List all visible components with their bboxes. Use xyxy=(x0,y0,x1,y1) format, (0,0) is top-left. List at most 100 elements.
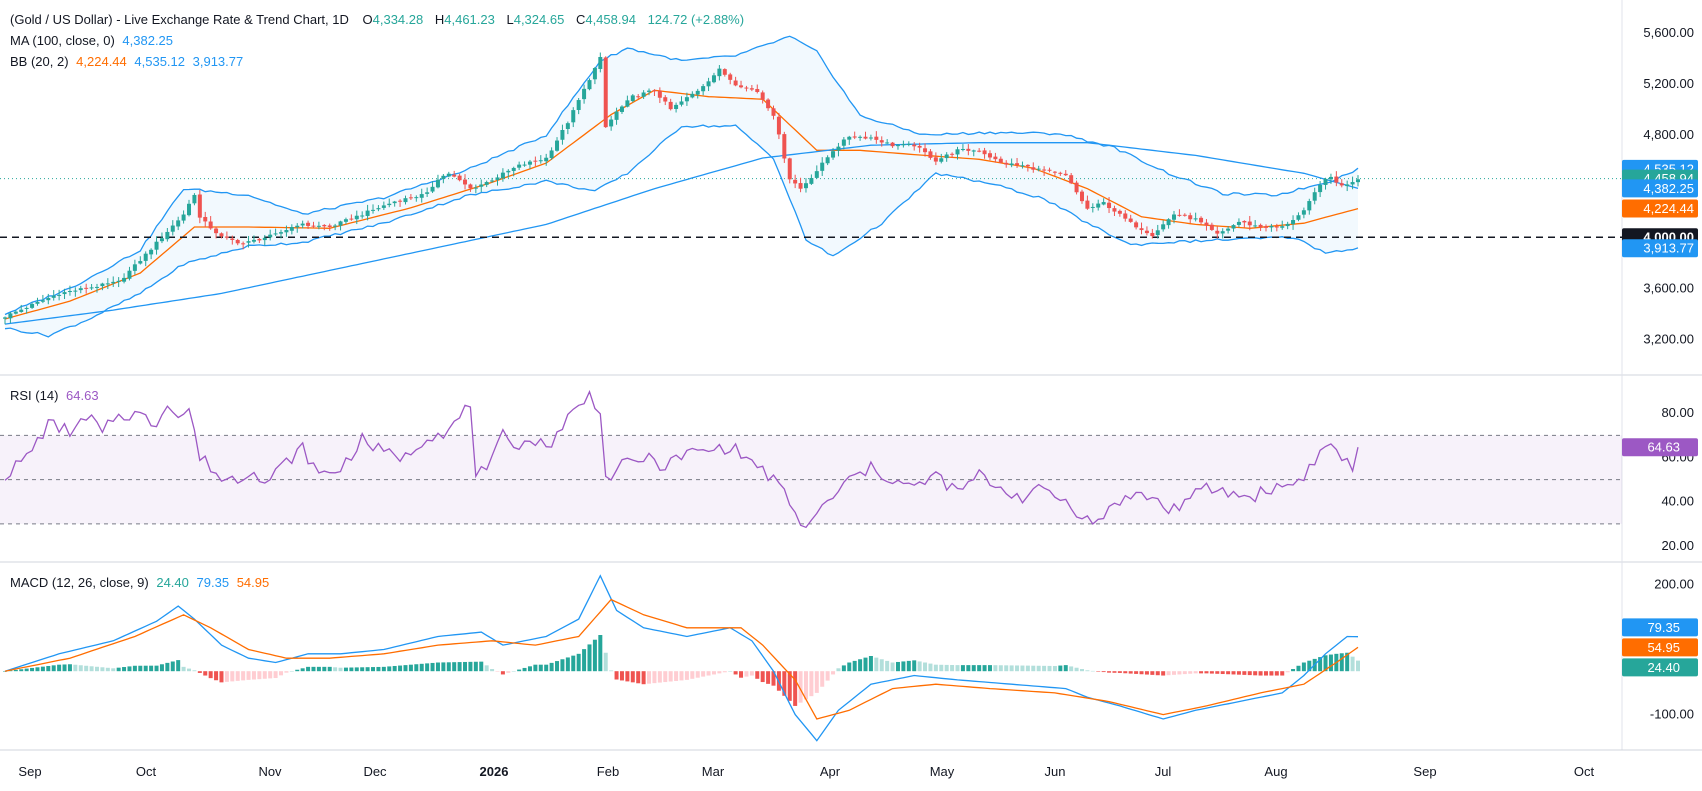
macd-histogram-bar xyxy=(571,655,576,672)
candle-body xyxy=(1209,224,1214,230)
macd-histogram-bar xyxy=(122,667,127,672)
macd-histogram-bar xyxy=(793,671,798,706)
macd-histogram-bar xyxy=(187,668,192,672)
candle-body xyxy=(192,194,197,204)
candle-body xyxy=(1036,168,1041,170)
time-tick-label: May xyxy=(930,764,955,779)
macd-histogram-bar xyxy=(1231,671,1236,675)
legend-ma-label: MA (100, close, 0) xyxy=(10,33,115,48)
macd-histogram-bar xyxy=(1204,671,1209,674)
macd-histogram-bar xyxy=(787,671,792,701)
candle-body xyxy=(262,237,267,241)
candle-body xyxy=(527,161,532,165)
candle-body xyxy=(674,104,679,110)
macd-histogram-bar xyxy=(89,666,94,672)
candle-body xyxy=(333,225,338,227)
macd-histogram-bar xyxy=(971,665,976,672)
ma100-line xyxy=(4,142,1359,325)
macd-histogram-bar xyxy=(684,671,689,680)
macd-histogram-bar xyxy=(1280,671,1285,676)
candle-body xyxy=(1085,200,1090,209)
macd-histogram-bar xyxy=(8,670,13,672)
macd-histogram-bar xyxy=(609,670,614,672)
candle-body xyxy=(354,215,359,220)
candle-body xyxy=(273,233,278,235)
candle-body xyxy=(555,140,560,151)
candle-body xyxy=(657,90,662,98)
macd-histogram-bar xyxy=(73,664,78,672)
candle-body xyxy=(890,142,895,147)
macd-histogram-bar xyxy=(327,666,332,672)
candle-body xyxy=(208,221,213,229)
macd-histogram-bar xyxy=(1323,655,1328,672)
price-badge: 4,382.25 xyxy=(1622,179,1698,198)
candle-body xyxy=(868,137,873,139)
macd-histogram-bar xyxy=(435,662,440,672)
candle-body xyxy=(1069,175,1074,184)
macd-histogram-bar xyxy=(728,671,733,672)
macd-badge-label: 79.35 xyxy=(1647,620,1680,635)
macd-histogram-bar xyxy=(711,671,716,675)
candle-body xyxy=(1015,163,1020,165)
macd-histogram-bar xyxy=(500,671,505,675)
macd-histogram-bar xyxy=(1318,657,1323,672)
candle-body xyxy=(841,139,846,146)
macd-histogram-bar xyxy=(744,671,749,677)
candle-body xyxy=(1226,228,1231,231)
candle-body xyxy=(268,234,273,238)
macd-histogram-bar xyxy=(1345,652,1350,672)
macd-histogram-bar xyxy=(154,665,159,672)
candlestick-series xyxy=(3,52,1360,325)
candle-body xyxy=(863,136,868,139)
rsi-badge-bg xyxy=(1622,438,1698,457)
candle-body xyxy=(987,153,992,158)
candle-body xyxy=(376,208,381,210)
candle-body xyxy=(1199,217,1204,223)
macd-histogram-bar xyxy=(457,662,462,672)
candle-body xyxy=(1193,218,1198,220)
macd-histogram-bar xyxy=(46,665,51,672)
candle-body xyxy=(490,180,495,182)
candle-body xyxy=(300,223,305,226)
time-tick-label: Apr xyxy=(820,764,841,779)
candle-body xyxy=(257,238,262,241)
macd-histogram-bar xyxy=(51,665,56,672)
macd-histogram-bar xyxy=(993,665,998,672)
candle-body xyxy=(1031,167,1036,170)
macd-histogram-bar xyxy=(19,669,24,672)
macd-histogram-bar xyxy=(1031,665,1036,672)
price-tick-label: 4,800.00 xyxy=(1643,127,1694,142)
price-badge: 3,913.77 xyxy=(1622,239,1698,258)
candle-body xyxy=(1155,230,1160,236)
macd-histogram xyxy=(3,635,1360,706)
macd-histogram-bar xyxy=(814,671,819,693)
price-badge-label: 4,382.25 xyxy=(1643,181,1694,196)
bollinger-basis-line xyxy=(4,89,1359,320)
candle-body xyxy=(430,186,435,192)
candle-body xyxy=(1090,206,1095,208)
time-tick-label: Oct xyxy=(136,764,157,779)
macd-signal-line xyxy=(4,598,1359,720)
candle-body xyxy=(917,145,922,148)
macd-histogram-bar xyxy=(251,671,256,680)
macd-histogram-bar xyxy=(1155,671,1160,676)
candle-body xyxy=(879,140,884,143)
legend-macd-label: MACD (12, 26, close, 9) xyxy=(10,575,149,590)
macd-histogram-bar xyxy=(803,671,808,700)
macd-histogram-bar xyxy=(95,666,100,672)
candle-body xyxy=(711,75,716,83)
macd-histogram-bar xyxy=(576,653,581,672)
candle-body xyxy=(706,81,711,87)
legend-macd-hist: 24.40 xyxy=(156,575,189,590)
macd-histogram-bar xyxy=(430,662,435,672)
macd-histogram-bar xyxy=(527,666,532,672)
candle-body xyxy=(647,90,652,92)
macd-histogram-bar xyxy=(289,671,294,672)
candle-body xyxy=(381,205,386,208)
candle-body xyxy=(127,270,132,279)
macd-histogram-bar xyxy=(1253,671,1258,676)
macd-histogram-bar xyxy=(955,665,960,672)
candle-body xyxy=(187,203,192,216)
candle-body xyxy=(598,56,603,69)
candle-body xyxy=(403,198,408,203)
